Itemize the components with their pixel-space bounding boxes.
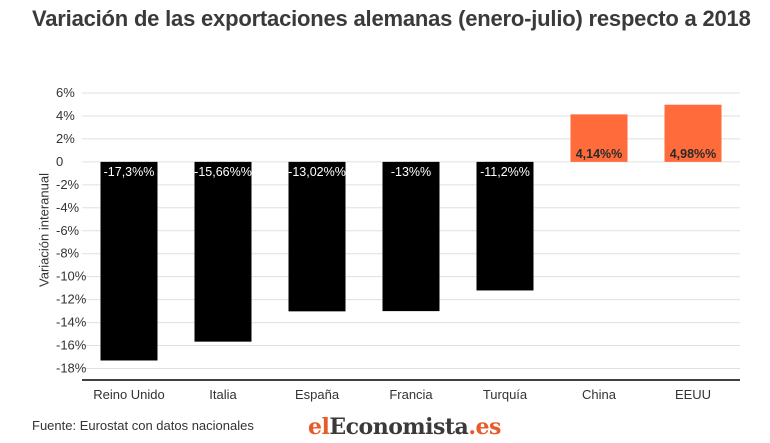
eleconomista-logo: elEconomista.es bbox=[308, 414, 501, 440]
data-label: -11,2%% bbox=[480, 165, 530, 179]
logo-part-el: el bbox=[308, 414, 330, 440]
y-tick-label: -2% bbox=[56, 177, 80, 192]
y-tick-label: 2% bbox=[56, 131, 75, 146]
x-tick-label: Reino Unido bbox=[93, 387, 165, 402]
data-label: 4,98%% bbox=[670, 147, 717, 161]
bar bbox=[194, 161, 252, 342]
y-tick-label: -12% bbox=[56, 292, 87, 307]
x-tick-label: Turquía bbox=[483, 387, 528, 402]
y-tick-label: 6% bbox=[56, 85, 75, 100]
source-note: Fuente: Eurostat con datos nacionales bbox=[32, 418, 254, 433]
x-tick-label: España bbox=[295, 387, 340, 402]
bar bbox=[100, 161, 158, 361]
x-tick-label: EEUU bbox=[675, 387, 711, 402]
y-tick-label: -8% bbox=[56, 246, 80, 261]
data-label: -13%% bbox=[391, 165, 431, 179]
x-tick-label: China bbox=[582, 387, 617, 402]
bar bbox=[288, 161, 346, 312]
y-tick-label: -4% bbox=[56, 200, 80, 215]
chart-title: Variación de las exportaciones alemanas … bbox=[32, 6, 751, 31]
y-tick-label: -10% bbox=[56, 269, 87, 284]
y-tick-label: -18% bbox=[56, 361, 87, 376]
data-label: -15,66%% bbox=[194, 165, 252, 179]
y-tick-label: -14% bbox=[56, 315, 87, 330]
bar bbox=[570, 114, 628, 162]
data-label: -13,02%% bbox=[288, 165, 346, 179]
y-tick-label: -6% bbox=[56, 223, 80, 238]
y-tick-label: 4% bbox=[56, 108, 75, 123]
x-tick-label: Italia bbox=[209, 387, 237, 402]
bar-chart: 6% 4% 2% 0 -2% -4% -6% -8% -10% -12% -14% -16% -18% -… bbox=[56, 85, 740, 402]
data-label: 4,14%% bbox=[576, 147, 623, 161]
bar bbox=[382, 161, 440, 312]
bar bbox=[664, 104, 722, 162]
data-label: -17,3%% bbox=[104, 165, 155, 179]
bar bbox=[476, 161, 534, 291]
y-tick-label: -16% bbox=[56, 338, 87, 353]
logo-part-es: .es bbox=[468, 414, 501, 440]
logo-part-economista: Economista bbox=[329, 414, 469, 440]
y-tick-label: 0 bbox=[56, 154, 63, 169]
x-tick-label: Francia bbox=[389, 387, 433, 402]
